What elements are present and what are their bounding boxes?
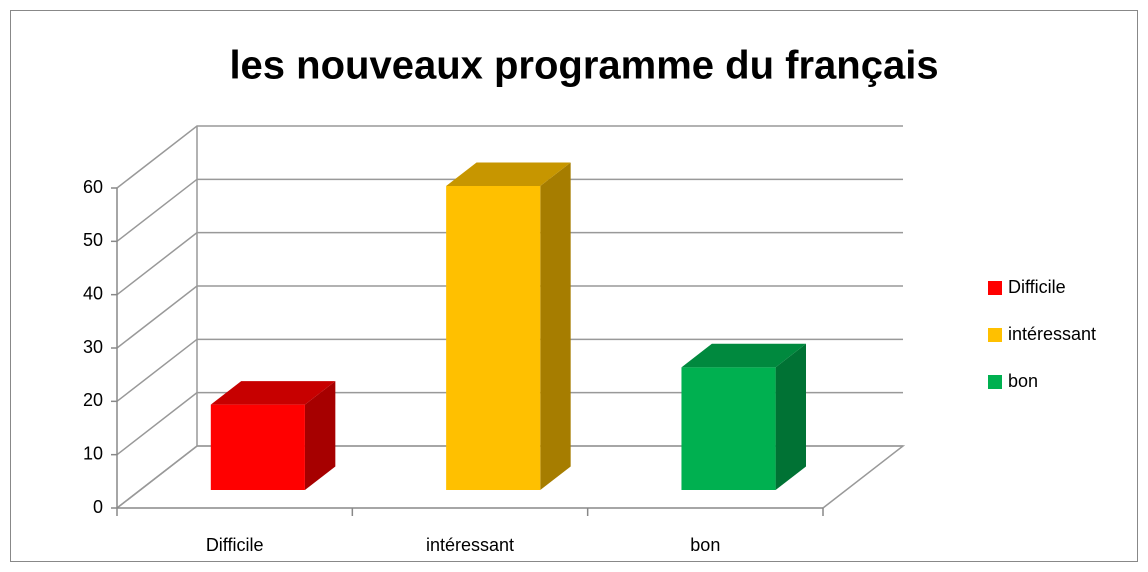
bar-top	[681, 343, 806, 368]
legend-label: bon	[1008, 371, 1038, 391]
y-tick-label: 10	[83, 443, 103, 463]
bar-side	[304, 381, 336, 491]
y-tick-label: 60	[83, 177, 103, 197]
grid-line	[116, 338, 903, 402]
legend-swatch	[988, 281, 1002, 295]
y-tick-label: 40	[83, 283, 103, 303]
bar-top	[446, 162, 571, 187]
y-tick-label: 20	[83, 390, 103, 410]
x-tick-label: Difficile	[206, 535, 264, 555]
y-tick-label: 50	[83, 230, 103, 250]
bar	[446, 186, 541, 491]
chart-title: les nouveaux programme du français	[229, 44, 938, 88]
bar-top	[210, 381, 336, 405]
grid-line	[116, 125, 903, 189]
bar-side	[775, 343, 806, 491]
y-tick-label: 30	[83, 337, 103, 357]
bar-side	[540, 162, 571, 491]
x-tick-label: intéressant	[426, 535, 514, 555]
legend-label: intéressant	[1008, 324, 1096, 344]
grid-line	[116, 231, 903, 296]
bar	[210, 404, 305, 491]
x-tick-label: bon	[690, 535, 720, 555]
y-tick-label: 0	[93, 497, 103, 517]
grid-line	[116, 178, 903, 242]
bar	[681, 367, 776, 491]
legend-swatch	[988, 375, 1002, 389]
legend-swatch	[988, 328, 1002, 342]
legend-label: Difficile	[1008, 277, 1066, 297]
grid-line	[116, 391, 903, 456]
grid-line	[116, 285, 903, 349]
grid-line	[116, 445, 903, 509]
